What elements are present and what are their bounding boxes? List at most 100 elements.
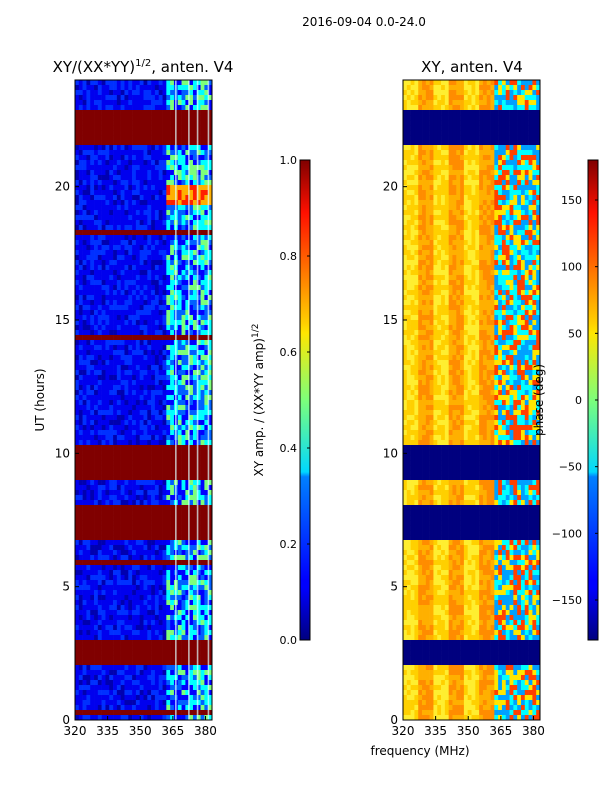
heatmap-cell	[177, 385, 182, 391]
heatmap-cell	[120, 610, 125, 616]
heatmap-cell	[154, 525, 160, 531]
heatmap-cell	[82, 265, 87, 271]
heatmap-cell	[196, 155, 201, 161]
heatmap-cell	[166, 180, 171, 186]
heatmap-cell	[170, 580, 175, 586]
heatmap-cell	[97, 465, 102, 471]
heatmap-cell	[208, 280, 213, 286]
heatmap-cell	[181, 520, 186, 526]
heatmap-cell	[154, 340, 160, 346]
heatmap-cell	[189, 380, 194, 386]
heatmap-cell	[105, 95, 110, 101]
heatmap-cell	[132, 455, 137, 461]
heatmap-cell	[208, 370, 213, 376]
heatmap-cell	[132, 215, 137, 221]
heatmap-cell	[170, 485, 175, 491]
heatmap-cell	[78, 210, 83, 216]
heatmap-cell	[200, 695, 205, 701]
heatmap-cell	[475, 100, 480, 106]
heatmap-cell	[101, 145, 106, 151]
heatmap-cell	[78, 580, 83, 586]
heatmap-cell	[82, 420, 87, 426]
heatmap-cell	[128, 175, 133, 181]
heatmap-cell	[105, 395, 110, 401]
heatmap-cell	[162, 280, 167, 286]
heatmap-cell	[128, 140, 133, 146]
heatmap-cell	[120, 695, 125, 701]
heatmap-cell	[128, 535, 133, 541]
heatmap-cell	[75, 495, 80, 501]
heatmap-cell	[139, 410, 144, 416]
heatmap-cell	[97, 650, 102, 656]
heatmap-cell	[78, 400, 83, 406]
heatmap-cell	[204, 320, 209, 326]
heatmap-cell	[208, 255, 213, 261]
heatmap-cell	[128, 610, 133, 616]
heatmap-cell	[147, 300, 152, 306]
heatmap-cell	[158, 315, 163, 321]
heatmap-cell	[116, 440, 121, 446]
heatmap-cell	[185, 675, 190, 681]
heatmap-cell	[158, 240, 163, 246]
heatmap-cell	[154, 685, 160, 691]
heatmap-cell	[154, 360, 160, 366]
heatmap-cell	[132, 280, 137, 286]
heatmap-cell	[86, 230, 91, 236]
heatmap-cell	[135, 205, 140, 211]
heatmap-cell	[200, 115, 205, 121]
heatmap-cell	[158, 710, 163, 716]
heatmap-cell	[113, 285, 118, 291]
heatmap-cell	[433, 85, 438, 91]
heatmap-cell	[170, 490, 175, 496]
heatmap-cell	[82, 235, 87, 241]
heatmap-cell	[116, 340, 121, 346]
heatmap-cell	[78, 225, 83, 231]
heatmap-cell	[192, 645, 198, 651]
heatmap-cell	[124, 420, 129, 426]
heatmap-cell	[170, 455, 175, 461]
heatmap-cell	[143, 195, 148, 201]
heatmap-cell	[181, 410, 186, 416]
heatmap-cell	[170, 545, 175, 551]
heatmap-cell	[86, 640, 91, 646]
heatmap-cell	[124, 620, 129, 626]
heatmap-cell	[494, 90, 499, 96]
heatmap-cell	[143, 695, 148, 701]
heatmap-cell	[124, 585, 129, 591]
heatmap-cell	[147, 130, 152, 136]
heatmap-cell	[86, 85, 91, 91]
heatmap-cell	[143, 395, 148, 401]
heatmap-cell	[86, 435, 91, 441]
heatmap-cell	[185, 580, 190, 586]
heatmap-cell	[192, 685, 198, 691]
heatmap-cell	[75, 670, 80, 676]
heatmap-cell	[124, 645, 129, 651]
heatmap-cell	[463, 80, 468, 86]
heatmap-cell	[128, 545, 133, 551]
heatmap-cell	[505, 90, 510, 96]
heatmap-cell	[166, 205, 171, 211]
heatmap-cell	[94, 380, 99, 386]
heatmap-cell	[128, 670, 133, 676]
heatmap-cell	[97, 685, 102, 691]
heatmap-cell	[113, 350, 118, 356]
heatmap-cell	[124, 375, 129, 381]
heatmap-cell	[128, 350, 133, 356]
heatmap-cell	[78, 490, 83, 496]
heatmap-cell	[208, 570, 213, 576]
heatmap-cell	[120, 295, 125, 301]
heatmap-cell	[116, 645, 121, 651]
heatmap-cell	[192, 120, 198, 126]
heatmap-cell	[162, 80, 167, 86]
heatmap-cell	[162, 275, 167, 281]
heatmap-cell	[143, 645, 148, 651]
heatmap-cell	[132, 125, 137, 131]
heatmap-cell	[128, 300, 133, 306]
heatmap-cell	[162, 215, 167, 221]
heatmap-cell	[200, 630, 205, 636]
heatmap-cell	[105, 445, 110, 451]
heatmap-cell	[151, 365, 156, 371]
heatmap-cell	[135, 220, 140, 226]
panel1-heatmap	[75, 80, 213, 721]
heatmap-cell	[139, 365, 144, 371]
